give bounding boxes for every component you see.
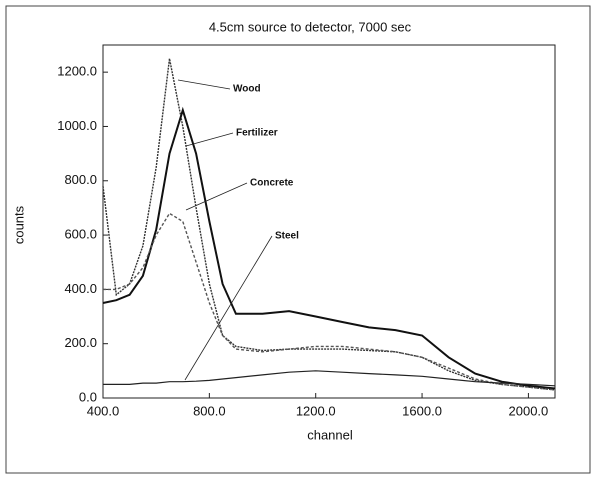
y-tick-label: 400.0 <box>64 281 97 296</box>
series-line <box>102 106 556 390</box>
y-tick-label: 600.0 <box>64 227 97 242</box>
series-line <box>102 58 556 391</box>
leader-line <box>177 79 231 90</box>
x-tick-label: 2000.0 <box>509 403 549 418</box>
leader-line <box>185 132 234 147</box>
x-tick-label: 1200.0 <box>296 403 336 418</box>
leader-line <box>185 182 248 211</box>
y-tick-label: 1000.0 <box>57 118 97 133</box>
chart-title: 4.5cm source to detector, 7000 sec <box>209 19 412 34</box>
y-tick-label: 1200.0 <box>57 64 97 79</box>
y-tick-label: 0.0 <box>79 389 97 404</box>
series-label: Wood <box>233 84 261 95</box>
x-tick-label: 1600.0 <box>402 403 442 418</box>
series-line <box>103 370 556 387</box>
x-axis-label: channel <box>307 427 353 442</box>
x-tick-label: 800.0 <box>193 403 226 418</box>
y-tick-label: 800.0 <box>64 172 97 187</box>
plot-frame <box>102 44 556 399</box>
y-axis-label: counts <box>11 205 26 244</box>
series-label: Fertilizer <box>236 128 278 139</box>
leader-line <box>184 235 273 381</box>
y-tick-label: 200.0 <box>64 335 97 350</box>
series-line <box>103 212 556 391</box>
x-tick-label: 400.0 <box>87 403 120 418</box>
series-label: Steel <box>275 231 299 242</box>
outer-frame <box>5 5 591 474</box>
series-label: Concrete <box>250 178 294 189</box>
